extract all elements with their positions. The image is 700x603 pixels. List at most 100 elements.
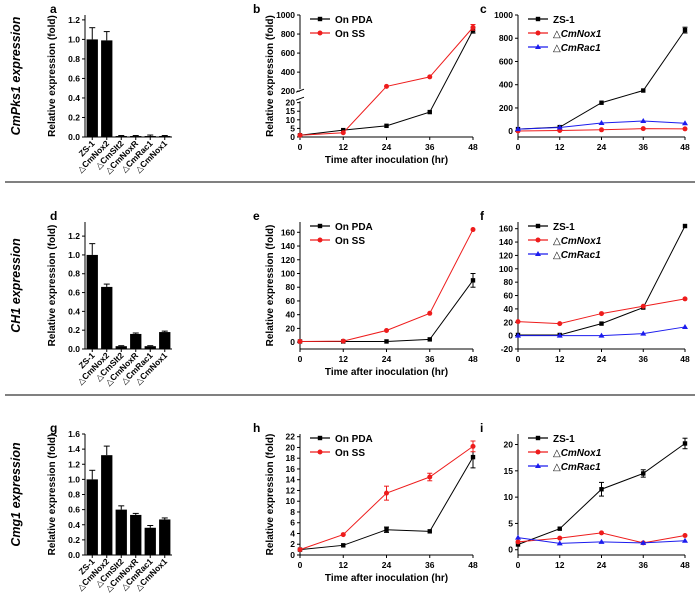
x-tick-label: 0 xyxy=(516,142,521,152)
y-tick-label: 1.0 xyxy=(68,34,80,44)
x-tick-label: 12 xyxy=(339,354,349,364)
y-tick-label: 1.6 xyxy=(68,429,80,439)
y-tick-label: 0 xyxy=(508,331,513,341)
legend-label: △CmRac1 xyxy=(553,250,601,261)
y-tick-label: 20 xyxy=(504,440,514,450)
x-tick-label: 48 xyxy=(468,560,478,570)
x-tick-label: 12 xyxy=(555,142,565,152)
y-axis-title: Relative expression (fold) xyxy=(265,434,276,556)
y-tick-label: 60 xyxy=(504,291,514,301)
y-tick-label: 1.2 xyxy=(68,231,80,241)
y-tick-label: 1.2 xyxy=(68,459,80,469)
y-tick-label: 120 xyxy=(499,250,513,260)
legend-marker xyxy=(535,237,541,243)
bar-chart-d: 0.00.20.40.60.81.01.2ZS-1△CmNox2△CmSlt2△… xyxy=(47,222,172,387)
x-tick-label: 24 xyxy=(382,142,392,152)
y-tick-label: 0.0 xyxy=(68,344,80,354)
data-point xyxy=(470,443,476,449)
data-point xyxy=(640,126,646,132)
y-tick-label: 15 xyxy=(286,106,296,116)
y-tick-label: 80 xyxy=(504,277,514,287)
y-tick-label: 100 xyxy=(499,264,513,274)
y-tick-label: 0.2 xyxy=(68,325,80,335)
series-line xyxy=(299,27,474,136)
legend-marker xyxy=(317,30,323,36)
data-point xyxy=(297,132,303,138)
y-tick-label: 22 xyxy=(286,432,296,442)
data-point xyxy=(599,321,604,326)
y-tick-label: 8 xyxy=(290,507,295,517)
data-point xyxy=(640,117,647,123)
legend-marker xyxy=(317,237,323,243)
data-point xyxy=(599,487,604,492)
x-tick-label: 24 xyxy=(597,560,607,570)
data-point xyxy=(557,321,563,327)
legend-marker xyxy=(535,223,541,229)
series-1: On SS xyxy=(297,227,476,344)
legend-marker xyxy=(535,16,541,22)
data-point xyxy=(682,27,688,33)
y-tick-label: 0.0 xyxy=(68,550,80,560)
bar xyxy=(144,346,156,349)
panel-letter-g: g xyxy=(50,421,57,435)
legend-label: ZS-1 xyxy=(553,15,575,26)
data-point xyxy=(427,74,433,80)
x-tick-label: 0 xyxy=(298,354,303,364)
y-tick-label: 12 xyxy=(286,485,296,495)
y-tick-label: 0.6 xyxy=(68,505,80,515)
series-1: △CmNox1 xyxy=(515,236,688,327)
data-point xyxy=(599,311,604,317)
y-tick-label: 0.6 xyxy=(68,288,80,298)
y-tick-label: 20 xyxy=(286,98,296,108)
data-point xyxy=(598,120,605,126)
data-point xyxy=(340,532,346,538)
data-point xyxy=(340,338,346,344)
y-tick-label: 200 xyxy=(499,103,513,113)
data-point xyxy=(641,471,646,476)
y-tick-label: 0 xyxy=(508,545,513,555)
legend-label: ZS-1 xyxy=(553,434,575,445)
data-point xyxy=(557,526,562,531)
data-point xyxy=(515,332,521,338)
panels: a CmPks1 expression 0.0 0.2 0.4 0.6 0.8 1.0 1.2 Z… xyxy=(9,2,690,593)
legend-marker xyxy=(317,435,323,441)
data-point xyxy=(384,123,389,129)
x-tick-label: 12 xyxy=(555,354,565,364)
x-tick-label: 0 xyxy=(516,560,521,570)
series-1: On SS xyxy=(297,24,476,138)
y-tick-label: 80 xyxy=(286,282,296,292)
line-chart-c: 0 200 400 600 800 1000 0 12 24 36 48 ZS-1 △CmNox1 △Cm… xyxy=(494,10,690,152)
data-point xyxy=(515,542,521,547)
series-line xyxy=(299,456,474,551)
y-tick-label: 0.2 xyxy=(68,535,80,545)
x-tick-label: 36 xyxy=(425,560,435,570)
y-tick-label: 0 xyxy=(290,550,295,560)
data-point xyxy=(556,124,563,130)
y-tick-label: 600 xyxy=(499,56,513,66)
x-tick-label: 24 xyxy=(597,142,607,152)
legend-marker xyxy=(535,449,541,455)
data-point xyxy=(682,126,688,132)
y-tick-label: -20 xyxy=(501,344,514,354)
y-tick-label: 1.4 xyxy=(68,444,80,454)
data-point xyxy=(470,24,476,30)
legend-label: On PDA xyxy=(335,15,373,26)
legend-marker xyxy=(535,44,541,49)
row-label: Cmg1 expression xyxy=(9,442,23,547)
y-tick-label: 0.8 xyxy=(68,490,80,500)
y-tick-label: 0.8 xyxy=(68,269,80,279)
series-0: ZS-1 xyxy=(515,222,688,338)
row-label: CmPks1 expression xyxy=(9,16,23,135)
bar xyxy=(115,346,127,349)
y-tick-label: 0.4 xyxy=(68,520,80,530)
legend-marker xyxy=(535,463,541,468)
data-point xyxy=(427,529,432,534)
y-tick-label: 20 xyxy=(286,442,296,452)
x-tick-label: 0 xyxy=(516,354,521,364)
y-tick-label: 1.0 xyxy=(68,474,80,484)
y-tick-label: 20 xyxy=(286,323,296,333)
y-tick-label: 4 xyxy=(290,528,295,538)
data-point xyxy=(682,537,688,543)
data-point xyxy=(384,327,389,333)
bar xyxy=(130,333,142,349)
